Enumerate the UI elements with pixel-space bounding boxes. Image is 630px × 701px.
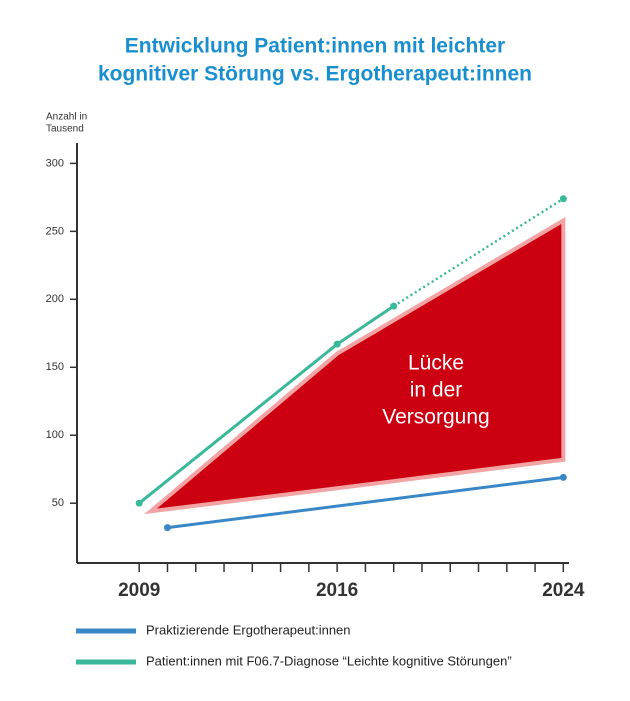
- series-line: [167, 475, 564, 530]
- series-line-projection: [393, 197, 565, 308]
- y-axis-label: Anzahl in: [46, 112, 87, 123]
- y-tick-label: 150: [46, 361, 64, 373]
- y-tick-label: 50: [52, 497, 64, 509]
- gap-label: in der: [410, 379, 463, 402]
- x-tick-label: 2009: [118, 580, 160, 601]
- gap-label: Versorgung: [382, 406, 489, 429]
- legend-label: Patient:innen mit F06.7-Diagnose “Leicht…: [146, 653, 512, 668]
- point: [333, 340, 341, 348]
- x-tick-label: 2016: [316, 580, 358, 601]
- y-tick-label: 300: [46, 157, 64, 169]
- point: [559, 195, 567, 203]
- point: [163, 524, 171, 532]
- gap-label: Lücke: [408, 352, 464, 375]
- y-tick-label: 200: [46, 293, 64, 305]
- legend-label: Praktizierende Ergotherapeut:innen: [146, 622, 351, 637]
- y-tick-label: 100: [46, 429, 64, 441]
- point: [390, 302, 398, 310]
- y-tick-label: 250: [46, 225, 64, 237]
- x-tick-label: 2024: [542, 580, 585, 601]
- chart-title: kognitiver Störung vs. Ergotherapeut:inn…: [98, 63, 532, 86]
- chart-title: Entwicklung Patient:innen mit leichter: [125, 35, 505, 58]
- point: [135, 499, 143, 507]
- gap-area: [144, 216, 566, 515]
- y-axis-label: Tausend: [46, 124, 84, 135]
- point: [559, 473, 567, 481]
